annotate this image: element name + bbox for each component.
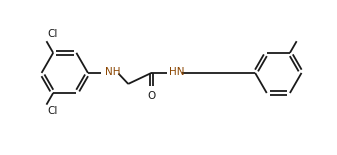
Text: NH: NH — [105, 67, 121, 77]
Text: Cl: Cl — [47, 106, 57, 116]
Text: HN: HN — [169, 67, 185, 77]
Text: O: O — [147, 91, 156, 101]
Text: Cl: Cl — [47, 29, 57, 39]
